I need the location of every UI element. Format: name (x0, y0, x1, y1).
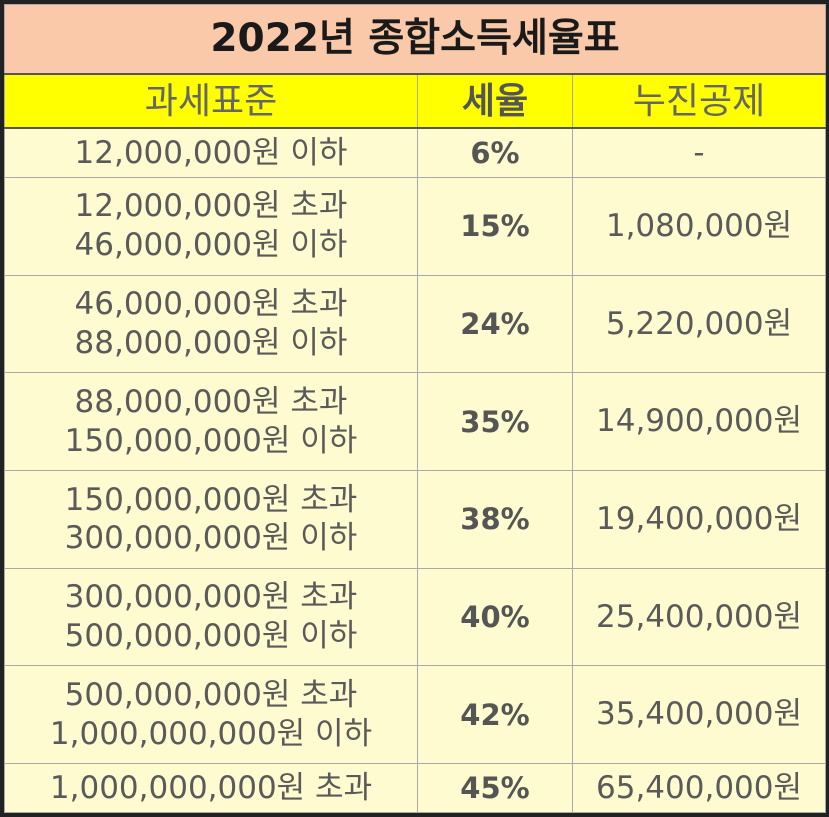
deduction-cell: 5,220,000원 (571, 274, 827, 374)
bracket-cell: 88,000,000원 초과 150,000,000원 이하 (4, 372, 418, 471)
header-rate: 세율 (417, 73, 573, 129)
bracket-line-1: 300,000,000원 초과 (64, 579, 358, 616)
deduction-cell: 35,400,000원 (571, 665, 827, 765)
rate-cell: 45% (417, 763, 573, 813)
header-bracket: 과세표준 (4, 73, 418, 129)
bracket-line-1: 150,000,000원 초과 (64, 481, 358, 518)
bracket-line-2: 300,000,000원 이하 (64, 520, 358, 557)
tax-rate-table: 2022년 종합소득세율표 과세표준 세율 누진공제 12,000,000원 이… (3, 4, 827, 813)
rate-cell: 38% (417, 469, 573, 569)
bracket-line-1: 12,000,000원 초과 (74, 188, 348, 225)
table-row: 150,000,000원 초과 300,000,000원 이하 38% 19,4… (4, 469, 827, 569)
table-row: 500,000,000원 초과 1,000,000,000원 이하 42% 35… (4, 665, 827, 765)
rate-cell: 24% (417, 274, 573, 374)
header-row: 과세표준 세율 누진공제 (4, 73, 827, 129)
table-row: 1,000,000,000원 초과 45% 65,400,000원 (4, 763, 827, 813)
rate-cell: 40% (417, 567, 573, 667)
bracket-line-2: 1,000,000,000원 이하 (49, 715, 373, 752)
bracket-line-2: 500,000,000원 이하 (64, 618, 358, 655)
table-row: 300,000,000원 초과 500,000,000원 이하 40% 25,4… (4, 567, 827, 667)
bracket-line-1: 12,000,000원 이하 (74, 134, 348, 171)
bracket-cell: 1,000,000,000원 초과 (4, 763, 418, 813)
table-row: 46,000,000원 초과 88,000,000원 이하 24% 5,220,… (4, 274, 827, 374)
bracket-cell: 300,000,000원 초과 500,000,000원 이하 (4, 567, 418, 667)
table-row: 12,000,000원 초과 46,000,000원 이하 15% 1,080,… (4, 176, 827, 276)
rate-cell: 15% (417, 176, 573, 276)
bracket-line-2: 46,000,000원 이하 (74, 227, 348, 264)
deduction-cell: 1,080,000원 (571, 176, 827, 276)
bracket-cell: 12,000,000원 이하 (4, 127, 418, 178)
bracket-line-1: 46,000,000원 초과 (74, 286, 348, 323)
rate-cell: 6% (417, 127, 573, 178)
bracket-cell: 12,000,000원 초과 46,000,000원 이하 (4, 176, 418, 276)
bracket-line-1: 500,000,000원 초과 (64, 676, 358, 713)
table-row: 12,000,000원 이하 6% - (4, 127, 827, 178)
bracket-cell: 500,000,000원 초과 1,000,000,000원 이하 (4, 665, 418, 765)
title-row: 2022년 종합소득세율표 (3, 4, 827, 75)
bracket-line-2: 150,000,000원 이하 (64, 422, 358, 459)
bracket-cell: 46,000,000원 초과 88,000,000원 이하 (4, 274, 418, 374)
bracket-line-2: 88,000,000원 이하 (74, 324, 348, 361)
header-deduction: 누진공제 (571, 73, 827, 129)
bracket-cell: 150,000,000원 초과 300,000,000원 이하 (4, 469, 418, 569)
deduction-cell: - (571, 127, 827, 178)
bracket-line-1: 1,000,000,000원 초과 (49, 769, 373, 806)
table-row: 88,000,000원 초과 150,000,000원 이하 35% 14,90… (4, 372, 827, 471)
rate-cell: 42% (417, 665, 573, 765)
table-title: 2022년 종합소득세율표 (3, 4, 827, 75)
deduction-cell: 25,400,000원 (571, 567, 827, 667)
deduction-cell: 19,400,000원 (571, 469, 827, 569)
bracket-line-1: 88,000,000원 초과 (74, 383, 348, 420)
rate-cell: 35% (417, 372, 573, 471)
deduction-cell: 14,900,000원 (571, 372, 827, 471)
deduction-cell: 65,400,000원 (571, 763, 827, 813)
